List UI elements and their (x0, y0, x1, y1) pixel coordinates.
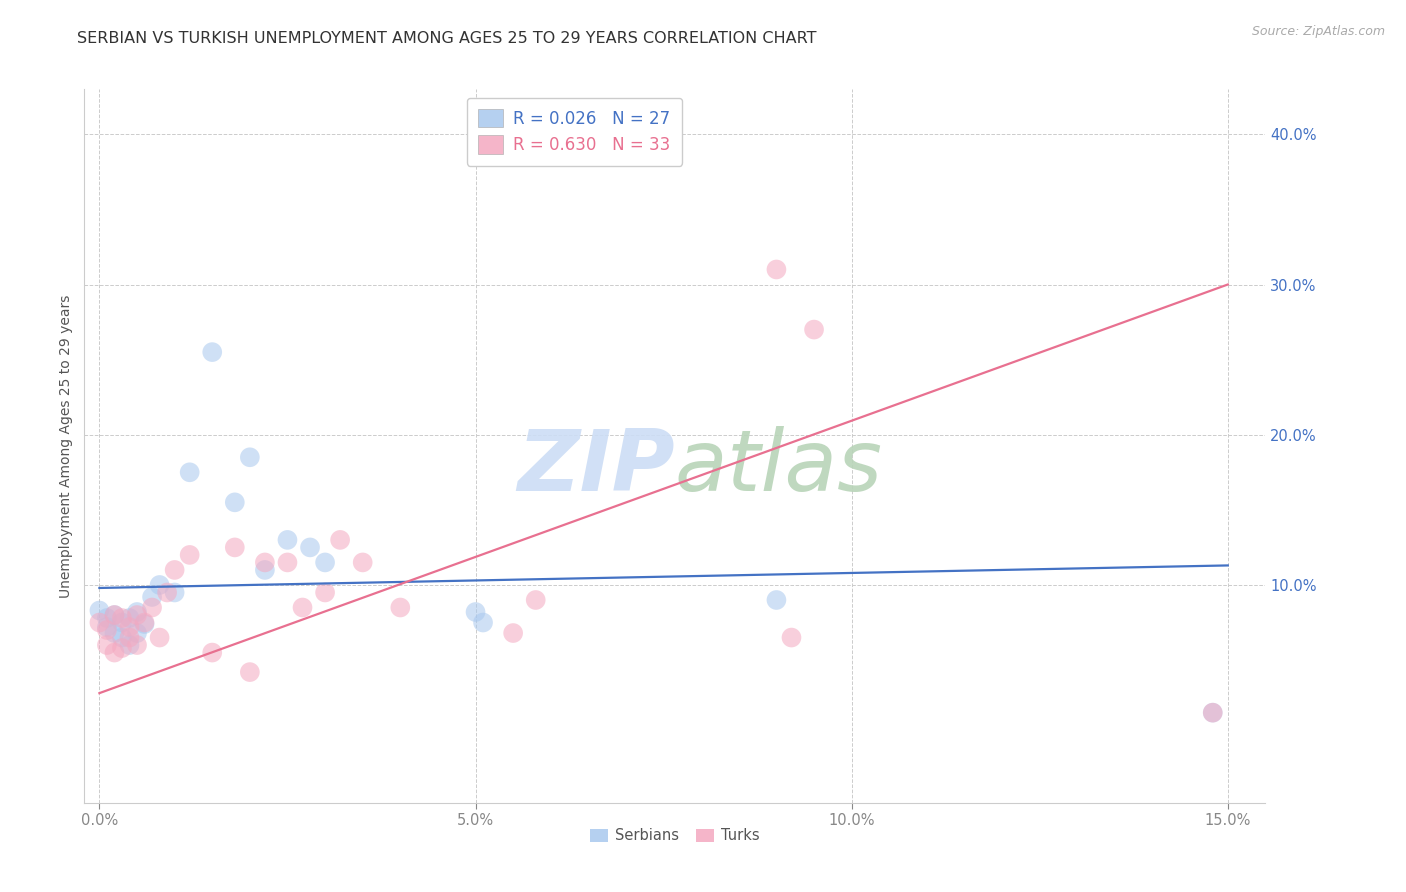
Point (276, 556, 298, 570)
Point (103, 607, 125, 622)
Point (111, 631, 134, 645)
Point (125, 607, 148, 622)
Point (156, 585, 179, 599)
Point (118, 631, 141, 645)
Point (780, 631, 803, 645)
Point (472, 615, 495, 630)
Point (141, 600, 163, 615)
Text: ZIP: ZIP (517, 425, 675, 509)
Point (134, 615, 156, 630)
Point (96, 620, 118, 634)
Point (276, 533, 298, 547)
Point (299, 541, 322, 555)
Point (253, 563, 276, 577)
Point (89, 615, 111, 630)
Point (224, 541, 246, 555)
Point (96, 638, 118, 652)
Legend: Serbians, Turks: Serbians, Turks (583, 822, 766, 849)
Point (291, 600, 314, 615)
Point (149, 578, 172, 592)
Point (96, 623, 118, 637)
Point (239, 665, 262, 679)
Point (141, 590, 163, 604)
Point (314, 585, 336, 599)
Point (464, 605, 486, 619)
Point (803, 322, 825, 336)
Point (524, 593, 547, 607)
Point (765, 593, 787, 607)
Point (125, 605, 148, 619)
Point (149, 631, 172, 645)
Point (125, 638, 148, 652)
Point (134, 617, 156, 632)
Point (179, 548, 201, 562)
Point (329, 533, 352, 547)
Text: atlas: atlas (675, 425, 883, 509)
Point (111, 641, 134, 656)
Point (96, 611, 118, 625)
Point (103, 626, 125, 640)
Point (111, 611, 134, 625)
Point (352, 556, 374, 570)
Point (118, 638, 141, 652)
Point (201, 345, 224, 359)
Point (239, 450, 262, 465)
Point (1202, 706, 1225, 720)
Y-axis label: Unemployment Among Ages 25 to 29 years: Unemployment Among Ages 25 to 29 years (59, 294, 73, 598)
Point (103, 607, 125, 622)
Point (502, 626, 524, 640)
Point (201, 646, 224, 660)
Point (125, 626, 148, 640)
Point (118, 620, 141, 634)
Text: SERBIAN VS TURKISH UNEMPLOYMENT AMONG AGES 25 TO 29 YEARS CORRELATION CHART: SERBIAN VS TURKISH UNEMPLOYMENT AMONG AG… (77, 31, 817, 46)
Point (1202, 706, 1225, 720)
Point (224, 495, 246, 509)
Point (118, 611, 141, 625)
Text: Source: ZipAtlas.com: Source: ZipAtlas.com (1251, 25, 1385, 38)
Point (111, 615, 134, 630)
Point (103, 646, 125, 660)
Point (179, 465, 201, 479)
Point (163, 585, 186, 599)
Point (89, 603, 111, 617)
Point (253, 556, 276, 570)
Point (389, 600, 412, 615)
Point (314, 556, 336, 570)
Point (765, 262, 787, 277)
Point (163, 563, 186, 577)
